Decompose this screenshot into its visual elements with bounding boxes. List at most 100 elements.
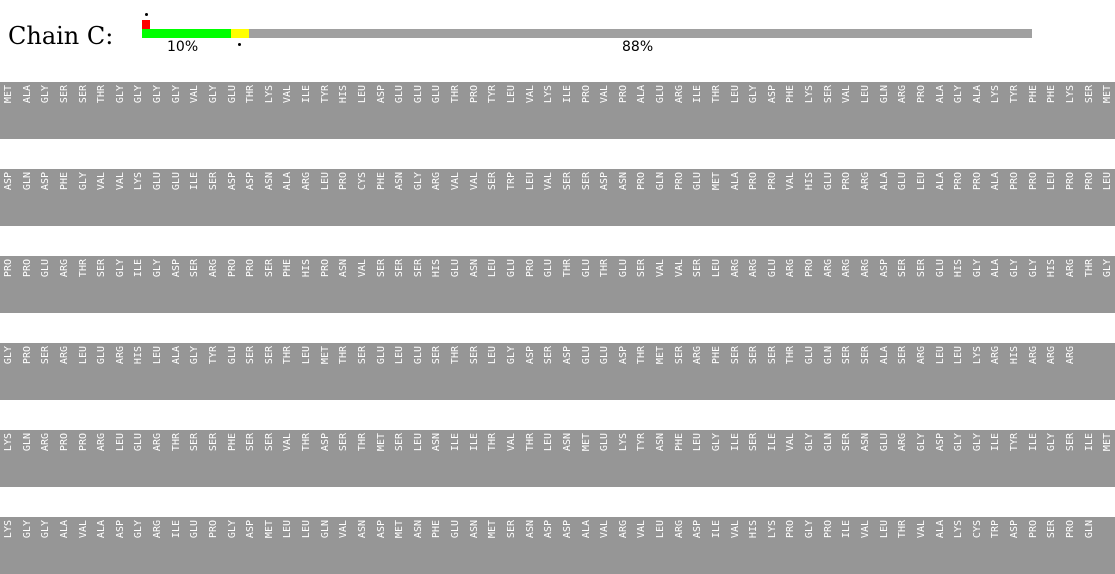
residue-code: LEU: [356, 85, 368, 104]
residue-label: LYS: [953, 517, 965, 574]
residue-label: THR: [338, 343, 350, 400]
residue-label: GLY: [115, 82, 127, 139]
residue-label: MET: [376, 430, 388, 487]
residue-code: ARG: [673, 85, 685, 104]
residue-code: THR: [561, 259, 573, 278]
residue-label: ASP: [245, 169, 257, 226]
residue-code: VAL: [356, 259, 368, 278]
residue-code: ARG: [859, 259, 871, 278]
residue-label: TYR: [208, 343, 220, 400]
residue-code: SER: [263, 346, 275, 365]
residue-label: THR: [78, 256, 90, 313]
residue-code: ASP: [599, 172, 611, 191]
residue-code: ARG: [152, 433, 164, 452]
residue-label: LEU: [525, 169, 537, 226]
residue-code: ASP: [617, 346, 629, 365]
residue-code: ILE: [1083, 433, 1095, 452]
residue-label: THR: [599, 256, 611, 313]
residue-label: GLU: [450, 256, 462, 313]
residue-code: SER: [766, 346, 778, 365]
residue-label: ALA: [22, 82, 34, 139]
residue-code: GLY: [152, 85, 164, 104]
residue-label: ARG: [59, 343, 71, 400]
residue-code: PHE: [58, 172, 70, 191]
residue-label: GLN: [22, 169, 34, 226]
residue-label: SER: [692, 256, 704, 313]
residue-label: LEU: [711, 256, 723, 313]
residue-label: SER: [245, 343, 257, 400]
residue-label: THR: [897, 517, 909, 574]
residue-label: ARG: [1028, 343, 1040, 400]
residue-label: GLY: [1046, 430, 1058, 487]
residue-label: ILE: [301, 82, 313, 139]
residue-label: ILE: [189, 169, 201, 226]
residue-code: ARG: [431, 172, 443, 191]
residue-code: HIS: [953, 259, 965, 278]
residue-code: GLY: [710, 433, 722, 452]
residue-code: ALA: [934, 172, 946, 191]
residue-code: SER: [263, 259, 275, 278]
residue-label: GLY: [804, 517, 816, 574]
residue-label: SER: [264, 430, 276, 487]
residue-label: ASP: [1009, 517, 1021, 574]
residue-code: GLU: [152, 172, 164, 191]
residue-label: SER: [562, 169, 574, 226]
residue-code: ASP: [878, 259, 890, 278]
residue-label: ASP: [376, 82, 388, 139]
residue-code: GLN: [21, 172, 33, 191]
residue-code: SER: [431, 346, 443, 365]
residue-code: GLY: [804, 520, 816, 539]
residue-label: LEU: [916, 169, 928, 226]
residue-label: ASN: [618, 169, 630, 226]
residue-code: LEU: [487, 346, 499, 365]
residue-label: LEU: [301, 343, 313, 400]
residue-code: LEU: [710, 259, 722, 278]
residue-label: THR: [171, 430, 183, 487]
residue-code: ARG: [152, 520, 164, 539]
residue-label: PRO: [581, 82, 593, 139]
residue-label: PHE: [674, 430, 686, 487]
residue-label: SER: [264, 256, 276, 313]
residue-code: SER: [636, 259, 648, 278]
residue-label: ILE: [841, 517, 853, 574]
residue-code: ARG: [1064, 346, 1076, 365]
residue-code: TYR: [1009, 433, 1021, 452]
residue-code: ILE: [301, 85, 313, 104]
residue-label: ALA: [96, 517, 108, 574]
residue-code: ASN: [468, 520, 480, 539]
residue-label: PRO: [748, 169, 760, 226]
residue-code: GLY: [170, 85, 182, 104]
residue-code: ALA: [282, 172, 294, 191]
residue-label: PRO: [1028, 169, 1040, 226]
residue-label: MET: [487, 517, 499, 574]
residue-code: PHE: [673, 433, 685, 452]
residue-code: PRO: [617, 85, 629, 104]
residue-label: GLU: [804, 343, 816, 400]
residue-label: GLU: [431, 82, 443, 139]
residue-code: GLU: [822, 172, 834, 191]
residue-label: GLY: [152, 256, 164, 313]
residue-code: TYR: [636, 433, 648, 452]
residue-label: GLU: [823, 169, 835, 226]
residue-code: ALA: [636, 85, 648, 104]
residue-label: ARG: [692, 343, 704, 400]
residue-code: PHE: [226, 433, 238, 452]
residue-label: SER: [208, 430, 220, 487]
residue-code: ASP: [1009, 520, 1021, 539]
residue-label: ASP: [692, 517, 704, 574]
residue-label: THR: [636, 343, 648, 400]
residue-code: VAL: [543, 172, 555, 191]
residue-code: GLN: [21, 433, 33, 452]
residue-code: GLY: [77, 172, 89, 191]
residue-label: ASP: [599, 169, 611, 226]
residue-label: GLU: [96, 343, 108, 400]
residue-code: VAL: [655, 259, 667, 278]
residue-code: SER: [1064, 433, 1076, 452]
residue-code: ARG: [1064, 259, 1076, 278]
residue-label: GLU: [450, 517, 462, 574]
residue-label: VAL: [525, 82, 537, 139]
residue-label: SER: [748, 430, 760, 487]
residue-label: SER: [674, 343, 686, 400]
residue-code: MET: [1102, 85, 1114, 104]
residue-code: GLY: [114, 85, 126, 104]
